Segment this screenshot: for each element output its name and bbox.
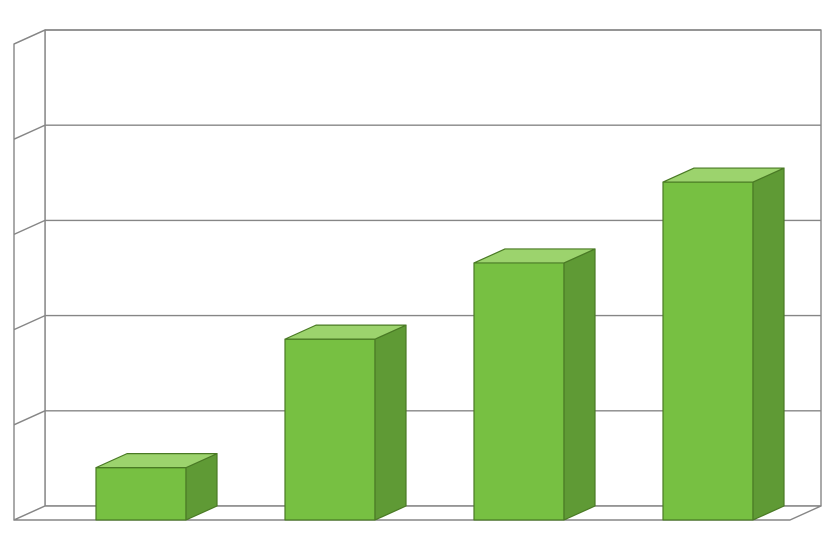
- bar-side-1: [375, 325, 406, 520]
- bar-front-1: [285, 339, 375, 520]
- bar-front-0: [96, 468, 186, 520]
- bar-chart-3d: [0, 0, 839, 544]
- bar-side-3: [753, 168, 784, 520]
- bar-front-2: [474, 263, 564, 520]
- side-wall: [14, 30, 45, 520]
- bar-front-3: [663, 182, 753, 520]
- bar-side-2: [564, 249, 595, 520]
